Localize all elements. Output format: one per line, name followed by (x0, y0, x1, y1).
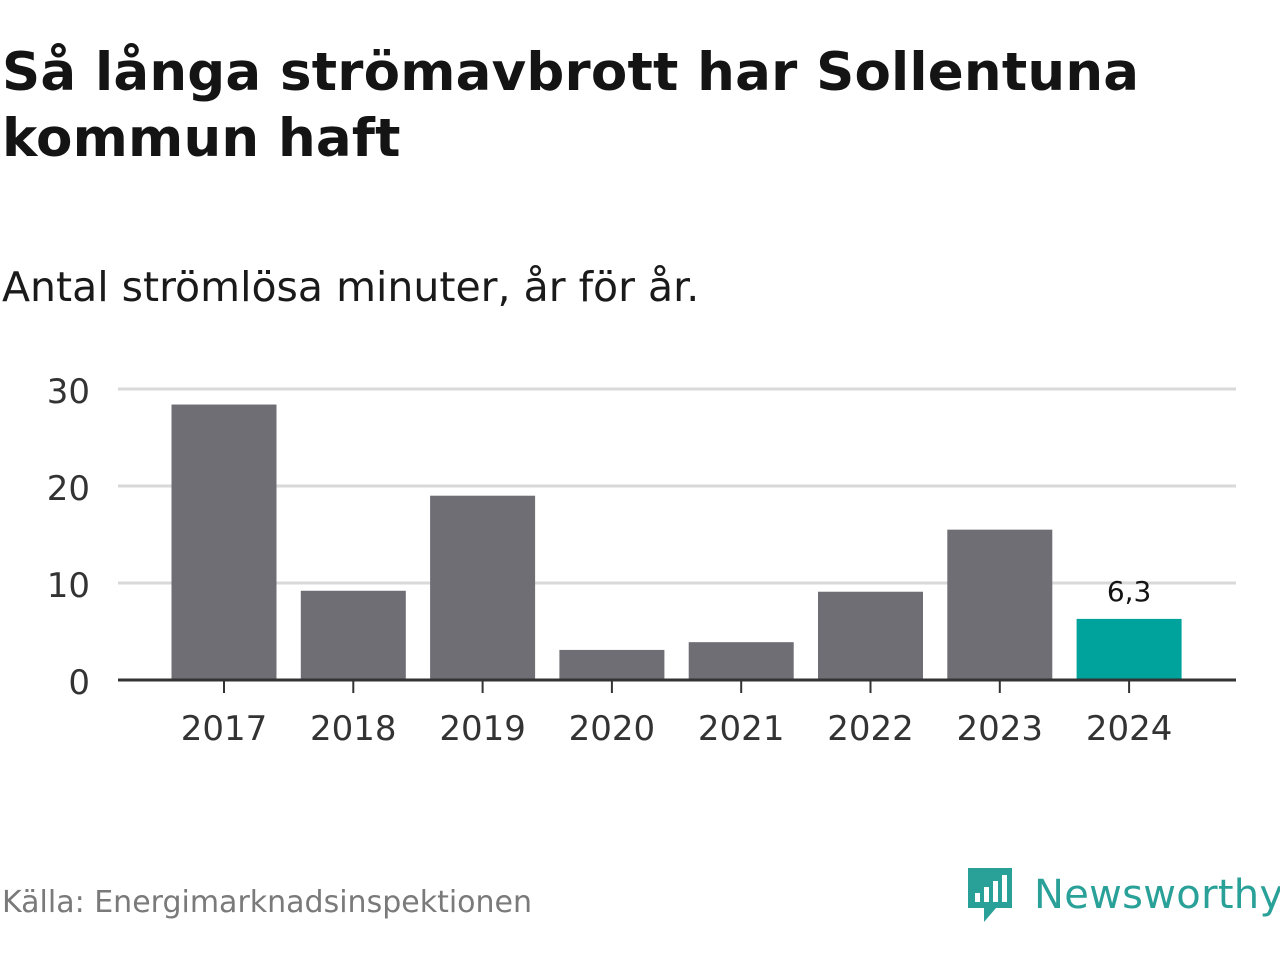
brand-logo: Newsworthy (964, 864, 1280, 926)
bar-2022 (818, 591, 923, 680)
newsworthy-logo-icon (968, 868, 1012, 922)
bar-2021 (688, 642, 794, 680)
bar-2018 (300, 590, 406, 680)
chart-title: Så långa strömavbrott har Sollentuna kom… (2, 42, 1140, 169)
bar-2020 (559, 649, 665, 680)
x-tick-label: 2021 (698, 709, 785, 749)
x-tick-label: 2019 (439, 709, 526, 749)
x-tick-label: 2022 (827, 709, 914, 749)
chart-subtitle: Antal strömlösa minuter, år för år. (2, 263, 700, 311)
brand-name: Newsworthy (1034, 872, 1280, 918)
x-tick-label: 2018 (310, 709, 397, 749)
bar-2019 (430, 495, 536, 680)
x-tick-label: 2023 (957, 709, 1044, 749)
y-tick-label: 0 (68, 663, 90, 703)
bar-2023 (947, 529, 1053, 680)
bar-chart: 0 10 20 30 2017 2018 2019 2020 2021 2022 2023 2024 6… (47, 372, 1236, 749)
x-tick-label: 2017 (181, 709, 268, 749)
source-note: Källa: Energimarknadsinspektionen (2, 885, 533, 920)
x-tick-label: 2024 (1086, 709, 1173, 749)
y-tick-label: 20 (47, 469, 90, 509)
data-label: 6,3 (1107, 575, 1152, 608)
bar-2024 (1076, 618, 1182, 680)
bar-2017 (171, 404, 277, 680)
y-tick-label: 30 (47, 372, 90, 412)
x-tick-label: 2020 (569, 709, 656, 749)
y-tick-label: 10 (47, 566, 90, 606)
